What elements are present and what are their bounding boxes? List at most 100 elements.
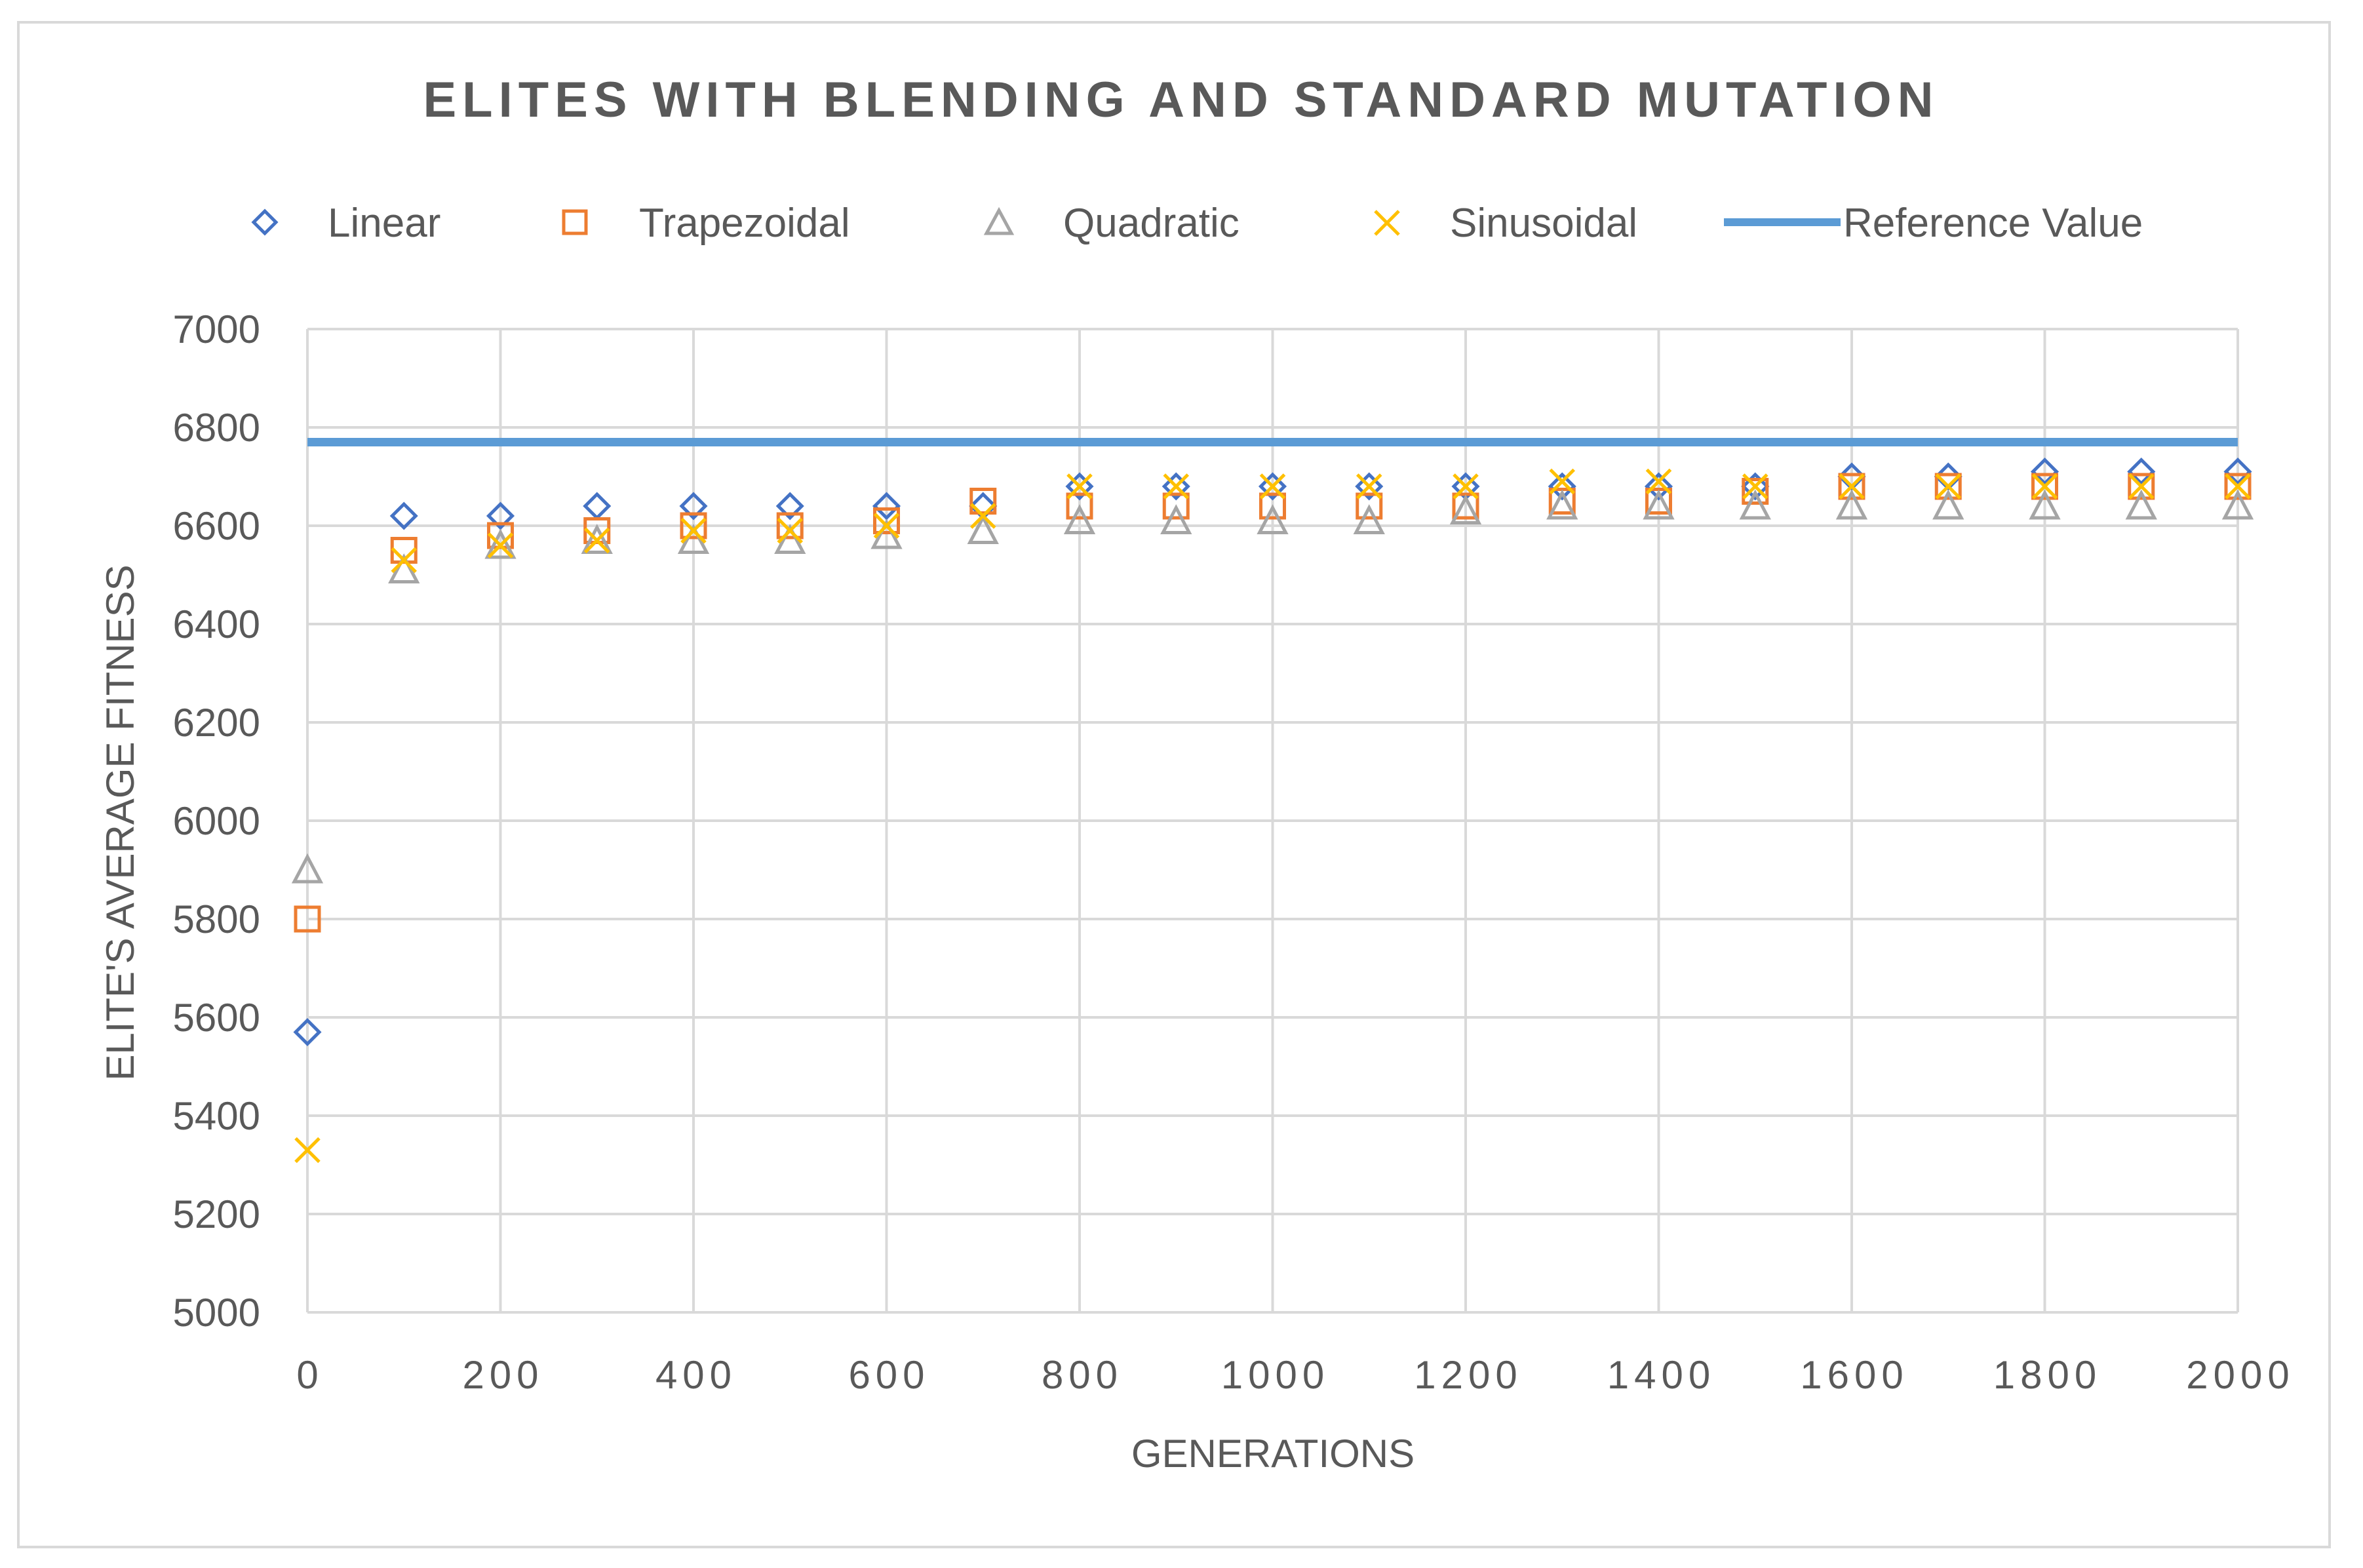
point-trapezoidal	[1452, 492, 1479, 520]
point-linear	[872, 492, 901, 520]
point-linear	[1644, 472, 1673, 501]
point-trapezoidal	[1356, 492, 1383, 520]
point-quadratic	[2125, 489, 2157, 520]
point-trapezoidal	[1548, 488, 1576, 515]
point-trapezoidal	[776, 512, 804, 539]
point-sinusoidal	[1356, 473, 1382, 500]
point-sinusoidal	[294, 1137, 321, 1164]
point-trapezoidal	[2031, 473, 2058, 500]
point-quadratic	[1063, 504, 1096, 534]
point-sinusoidal	[391, 547, 418, 574]
point-sinusoidal	[1549, 468, 1576, 495]
point-linear	[1355, 472, 1384, 501]
x-axis-label: GENERATIONS	[1131, 1432, 1415, 1476]
y-tick-label: 6400	[173, 602, 260, 646]
point-quadratic	[291, 853, 324, 884]
legend-label-sinusoidal: Sinusoidal	[1450, 201, 1637, 246]
x-tick-label: 600	[848, 1353, 929, 1397]
x-tick-label: 1800	[1993, 1353, 2101, 1397]
point-trapezoidal	[1645, 488, 1672, 515]
point-linear	[2127, 457, 2156, 486]
y-tick-label: 5400	[173, 1094, 260, 1138]
point-quadratic	[1643, 489, 1675, 520]
y-tick-label: 5200	[173, 1192, 260, 1236]
point-sinusoidal	[680, 517, 707, 544]
point-trapezoidal	[1259, 492, 1286, 520]
point-sinusoidal	[969, 503, 996, 529]
y-tick-label: 6200	[173, 701, 260, 745]
legend-marker-sinusoidal	[1374, 210, 1400, 236]
point-linear	[1162, 472, 1190, 501]
point-linear	[2030, 457, 2060, 486]
x-tick-label: 200	[462, 1353, 543, 1397]
point-sinusoidal	[1935, 473, 1962, 500]
point-quadratic	[1160, 504, 1192, 534]
legend-item-quadratic: Quadratic	[983, 201, 1240, 246]
x-tick-label: 400	[655, 1353, 737, 1397]
legend-marker-trapezoidal	[562, 209, 588, 235]
legend-label-trapezoidal: Trapezoidal	[639, 201, 850, 246]
x-tick-labels: 0 200 400 600 800 1000 1200 1400 1600 1800 2000	[296, 1353, 2289, 1397]
point-linear	[1548, 472, 1576, 501]
point-quadratic	[1353, 504, 1385, 534]
point-trapezoidal	[969, 488, 997, 515]
point-linear	[583, 492, 612, 520]
data-points	[291, 457, 2254, 1164]
point-sinusoidal	[1645, 468, 1672, 495]
y-axis-label: ELITE'S AVERAGE FITNESS	[98, 564, 142, 1080]
point-sinusoidal	[2225, 473, 2251, 500]
point-sinusoidal	[2128, 473, 2155, 500]
point-sinusoidal	[487, 532, 514, 559]
y-tick-label: 5000	[173, 1291, 260, 1335]
x-tick-label: 1600	[1800, 1353, 1908, 1397]
x-tick-label: 0	[296, 1353, 323, 1397]
point-trapezoidal	[1066, 492, 1093, 520]
x-tick-label: 1000	[1221, 1353, 1329, 1397]
point-linear	[2223, 457, 2252, 486]
point-sinusoidal	[1066, 473, 1093, 500]
point-quadratic	[870, 519, 903, 549]
point-linear	[389, 501, 418, 530]
point-quadratic	[2029, 489, 2061, 520]
point-sinusoidal	[873, 513, 900, 539]
point-trapezoidal	[1934, 473, 1962, 500]
point-linear	[775, 492, 804, 520]
legend-label-quadratic: Quadratic	[1063, 201, 1240, 246]
point-quadratic	[1739, 489, 1771, 520]
point-trapezoidal	[2128, 473, 2155, 500]
point-sinusoidal	[1839, 473, 1865, 500]
chart-title: ELITES WITH BLENDING AND STANDARD MUTATI…	[423, 72, 1939, 128]
point-trapezoidal	[2224, 473, 2252, 500]
point-trapezoidal	[1838, 473, 1865, 500]
y-tick-label: 5800	[173, 897, 260, 941]
y-tick-labels: 5000 5200 5400 5600 5800 6000 6200 6400 6600 6800…	[173, 307, 260, 1335]
point-trapezoidal	[294, 905, 321, 933]
point-quadratic	[967, 514, 999, 544]
point-quadratic	[1257, 504, 1289, 534]
y-tick-label: 7000	[173, 307, 260, 351]
legend-item-sinusoidal: Sinusoidal	[1374, 201, 1637, 246]
point-linear	[1065, 472, 1094, 501]
y-tick-label: 5600	[173, 996, 260, 1040]
point-quadratic	[388, 553, 420, 583]
x-tick-label: 1400	[1607, 1353, 1715, 1397]
legend-marker-linear	[251, 208, 279, 236]
point-linear	[1741, 472, 1770, 501]
point-trapezoidal	[1742, 478, 1769, 505]
chart-frame	[17, 21, 2331, 1548]
point-linear	[679, 492, 708, 520]
y-tick-label: 6800	[173, 406, 260, 450]
point-quadratic	[1932, 489, 1964, 520]
point-trapezoidal	[1162, 492, 1190, 520]
point-sinusoidal	[777, 517, 804, 544]
point-quadratic	[1835, 489, 1868, 520]
point-sinusoidal	[1163, 473, 1190, 500]
x-tick-label: 1200	[1414, 1353, 1522, 1397]
point-trapezoidal	[680, 512, 707, 539]
legend-item-trapezoidal: Trapezoidal	[562, 201, 850, 246]
legend-item-reference-value: Reference Value	[1724, 201, 2143, 246]
point-quadratic	[581, 524, 613, 554]
point-sinusoidal	[1742, 473, 1768, 500]
point-quadratic	[1449, 494, 1482, 524]
legend-label-reference-value: Reference Value	[1843, 201, 2143, 246]
